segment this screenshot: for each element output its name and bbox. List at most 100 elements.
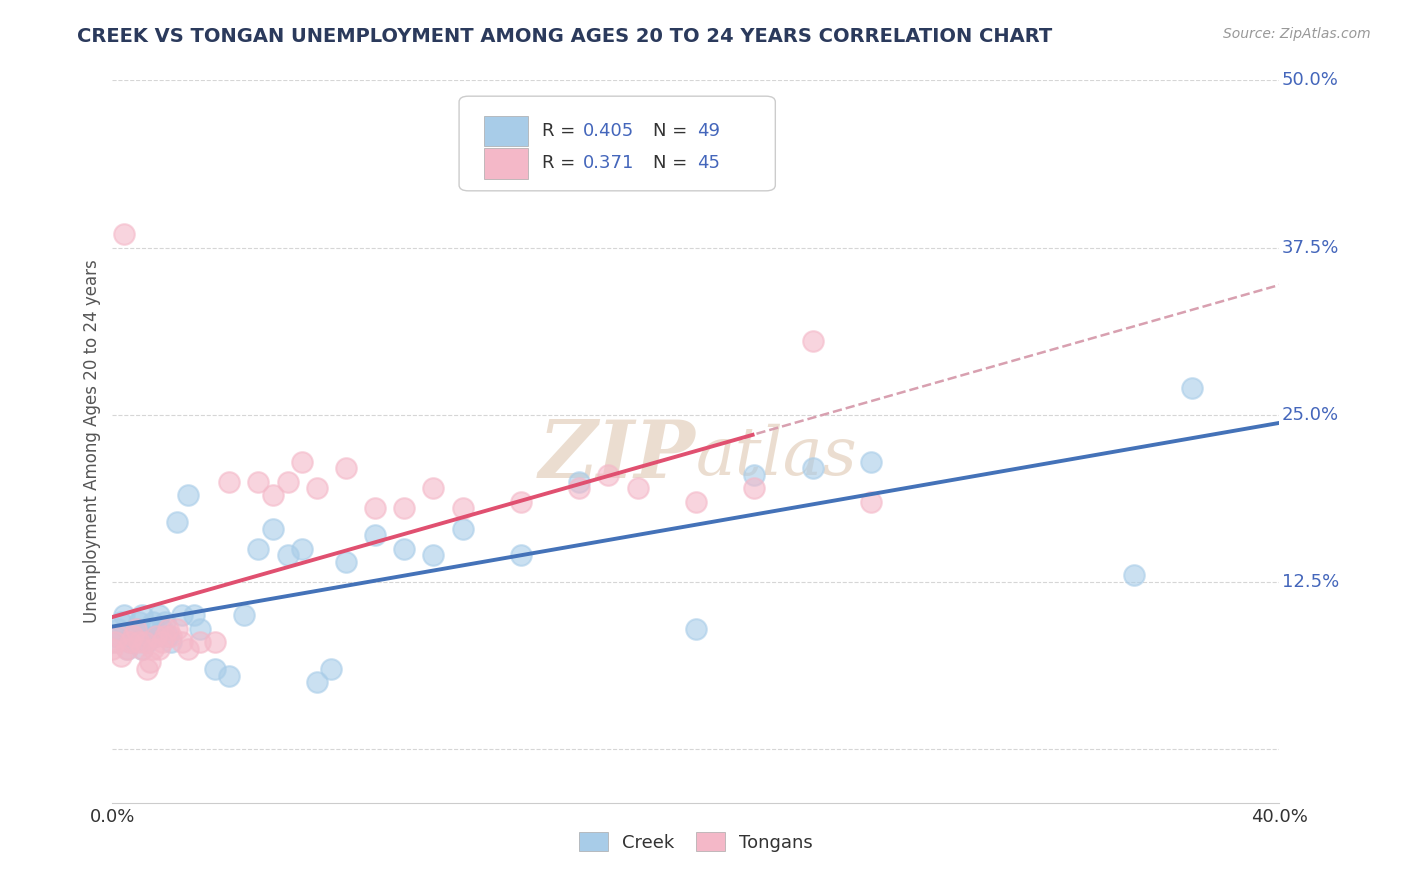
Point (125, 622, 148, 636)
Point (148, 642, 170, 657)
Text: 0.405: 0.405 (582, 122, 634, 140)
Point (115, 642, 138, 657)
Point (335, 555, 357, 569)
Point (335, 461, 357, 475)
Point (247, 475, 270, 489)
Point (232, 608, 254, 623)
Point (110, 615, 132, 630)
Point (153, 628, 176, 642)
Text: 45: 45 (697, 154, 720, 172)
Point (218, 475, 240, 489)
Point (160, 628, 183, 642)
Point (568, 482, 591, 496)
Point (134, 635, 156, 649)
Y-axis label: Unemployment Among Ages 20 to 24 years: Unemployment Among Ages 20 to 24 years (83, 260, 101, 624)
Point (156, 628, 179, 642)
Point (801, 461, 824, 475)
Point (115, 642, 138, 657)
Point (860, 494, 883, 508)
Legend: Creek, Tongans: Creek, Tongans (572, 824, 820, 859)
FancyBboxPatch shape (484, 116, 527, 146)
Point (204, 635, 226, 649)
Point (172, 635, 194, 649)
FancyBboxPatch shape (484, 148, 527, 178)
Point (128, 615, 150, 630)
Point (107, 628, 129, 642)
Point (150, 622, 173, 636)
Point (276, 475, 298, 489)
Point (188, 622, 211, 636)
Text: 0.371: 0.371 (582, 154, 634, 172)
Point (118, 635, 141, 649)
Point (156, 622, 179, 636)
Text: 12.5%: 12.5% (1282, 573, 1339, 591)
Point (291, 541, 314, 556)
Point (627, 482, 650, 496)
Point (134, 628, 156, 642)
FancyBboxPatch shape (460, 96, 775, 191)
Point (262, 488, 284, 502)
Point (104, 628, 127, 642)
Point (742, 468, 765, 483)
Text: 37.5%: 37.5% (1282, 238, 1339, 257)
Point (125, 622, 148, 636)
Text: N =: N = (652, 154, 693, 172)
Point (685, 494, 707, 508)
Point (305, 675, 328, 690)
Point (394, 501, 416, 516)
Point (153, 615, 176, 630)
Point (394, 541, 416, 556)
Point (742, 482, 765, 496)
Point (218, 669, 240, 683)
Text: ZIP: ZIP (538, 417, 696, 495)
Point (364, 528, 387, 542)
Point (177, 642, 200, 657)
Point (142, 615, 165, 630)
Point (262, 521, 284, 535)
Point (860, 455, 883, 469)
Text: R =: R = (541, 154, 586, 172)
Point (422, 548, 444, 563)
Point (276, 548, 298, 563)
Point (509, 494, 531, 508)
Point (172, 608, 194, 623)
Point (107, 622, 129, 636)
Point (509, 548, 531, 563)
Point (801, 334, 824, 349)
Point (177, 488, 200, 502)
Point (131, 608, 153, 623)
Point (131, 642, 153, 657)
Text: N =: N = (652, 122, 693, 140)
Point (128, 635, 150, 649)
Point (139, 655, 162, 669)
Point (112, 227, 135, 242)
Point (204, 662, 226, 676)
Point (122, 628, 145, 642)
Point (685, 622, 707, 636)
Point (145, 628, 167, 642)
Point (112, 608, 135, 623)
Point (291, 455, 314, 469)
Point (188, 635, 211, 649)
Point (321, 662, 343, 676)
Point (122, 628, 145, 642)
Point (305, 482, 328, 496)
Point (131, 642, 153, 657)
Point (451, 521, 474, 535)
Text: 49: 49 (697, 122, 720, 140)
Text: CREEK VS TONGAN UNEMPLOYMENT AMONG AGES 20 TO 24 YEARS CORRELATION CHART: CREEK VS TONGAN UNEMPLOYMENT AMONG AGES … (77, 27, 1053, 45)
Point (160, 635, 183, 649)
Text: 25.0%: 25.0% (1282, 406, 1339, 424)
Point (139, 622, 162, 636)
Point (166, 622, 188, 636)
Point (101, 642, 124, 657)
Point (364, 501, 387, 516)
Point (422, 482, 444, 496)
Point (145, 628, 167, 642)
Point (101, 635, 124, 649)
Point (150, 635, 173, 649)
Point (104, 635, 127, 649)
Point (118, 635, 141, 649)
Point (136, 635, 159, 649)
Point (136, 662, 159, 676)
